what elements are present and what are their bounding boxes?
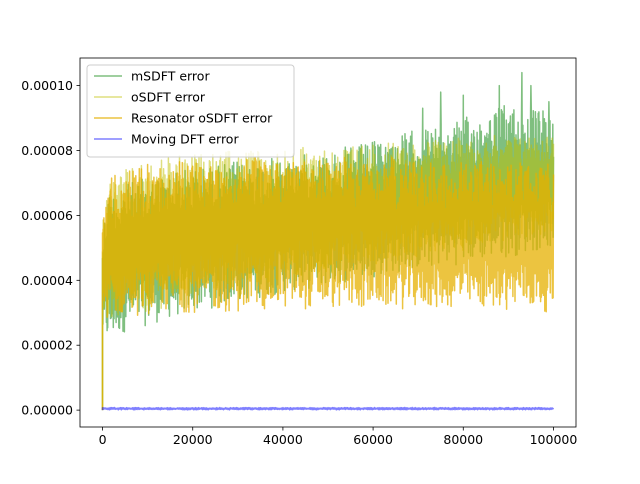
- x-tick-label-5: 100000: [530, 432, 578, 447]
- legend-label-0: mSDFT error: [131, 69, 210, 84]
- legend-label-1: oSDFT error: [131, 90, 206, 105]
- legend: mSDFT error oSDFT error Resonator oSDFT er…: [86, 64, 295, 158]
- legend-box: [86, 64, 295, 158]
- series-layer: [101, 71, 555, 411]
- x-tick-label-0: 0: [99, 432, 107, 447]
- y-tick-label-1: 0.00002: [21, 338, 73, 353]
- x-tick-label-3: 60000: [353, 432, 393, 447]
- series-line-2: [101, 156, 555, 411]
- legend-label-3: Moving DFT error: [131, 132, 239, 147]
- y-tick-label-4: 0.00008: [21, 143, 73, 158]
- x-tick-label-1: 20000: [173, 432, 213, 447]
- series-line-3: [101, 406, 555, 411]
- x-axis: 0 20000 40000 60000 80000 100000: [99, 427, 578, 447]
- x-tick-label-2: 40000: [263, 432, 303, 447]
- legend-label-2: Resonator oSDFT error: [131, 111, 273, 126]
- x-tick-label-4: 80000: [443, 432, 483, 447]
- y-tick-label-3: 0.00006: [21, 208, 73, 223]
- plot-frame: [79, 57, 577, 428]
- y-tick-label-5: 0.00010: [21, 78, 73, 93]
- y-tick-label-2: 0.00004: [21, 273, 73, 288]
- y-axis: 0.00000 0.00002 0.00004 0.00006 0.00008 0.000…: [21, 78, 80, 418]
- y-tick-label-0: 0.00000: [21, 403, 73, 418]
